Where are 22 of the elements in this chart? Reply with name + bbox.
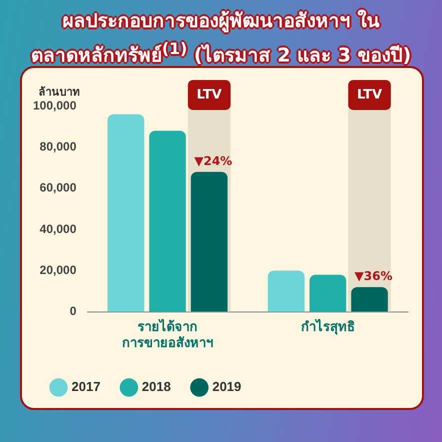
x-tick-label: รายได้จาก การขายอสังหาฯ	[122, 318, 214, 350]
y-tick-label: 0	[70, 304, 77, 318]
text: LTV	[356, 87, 382, 102]
bar	[268, 270, 305, 312]
y-tick-label: 60,000	[40, 180, 77, 195]
bar	[351, 287, 388, 312]
bar	[108, 114, 144, 312]
chart-title: ผลประกอบการของผู้พัฒนาอสังหาฯ ในตลาดหลักทรัพย์$^{(1)}$ (ไตรมาส 2 และ 3 ของปี)	[30, 8, 412, 68]
bar	[149, 130, 186, 312]
y-tick-label: 80,000	[40, 139, 77, 154]
annotation: ▼36%	[354, 269, 392, 284]
legend-label: 2019	[212, 379, 242, 394]
legend-label: 2018	[142, 379, 171, 394]
y-tick-label: 20,000	[40, 262, 77, 277]
x-tick-label: กำไรสุทธิ	[300, 318, 355, 336]
annotation: ▼24%	[194, 154, 232, 168]
y-axis-title: ล้านบาท	[38, 85, 80, 98]
text: LTV	[196, 87, 222, 102]
y-tick-label: 100,000	[32, 98, 77, 112]
bar	[310, 274, 346, 312]
y-tick-label: 40,000	[40, 222, 77, 236]
legend-label: 2017	[72, 379, 100, 394]
